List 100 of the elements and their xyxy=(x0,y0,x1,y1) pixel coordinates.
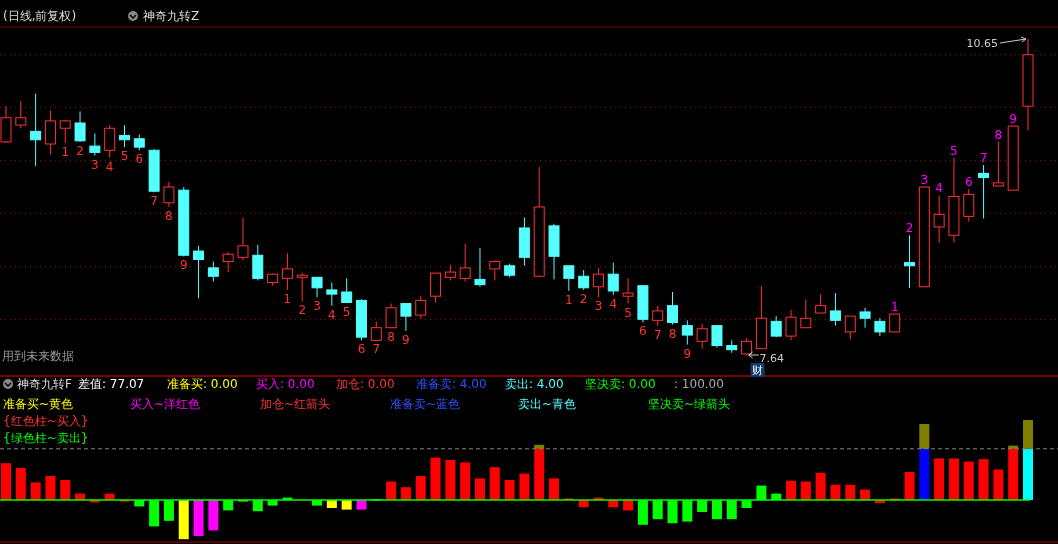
candlestick xyxy=(207,261,219,283)
candlestick xyxy=(400,303,412,332)
text: 8 xyxy=(165,208,173,223)
text: 5 xyxy=(120,149,129,164)
bar xyxy=(30,482,41,500)
candlestick xyxy=(311,276,323,298)
candlestick xyxy=(341,277,353,304)
text: 2 xyxy=(76,143,84,158)
annotation: 7.64 xyxy=(759,352,785,365)
text: 准备买~黄色 xyxy=(3,397,74,411)
annotation: {红色柱~买入} xyxy=(3,414,89,428)
bar xyxy=(445,460,456,500)
candlestick xyxy=(193,245,205,299)
annotation: 10.65 xyxy=(966,37,998,50)
bar xyxy=(919,448,930,500)
bar xyxy=(60,480,71,500)
text: 3 xyxy=(313,299,321,314)
text: 4 xyxy=(105,159,114,174)
text: 7 xyxy=(372,342,381,357)
bar xyxy=(934,458,945,500)
bar xyxy=(948,458,959,500)
text: 差值: 77.07 xyxy=(78,377,145,391)
bar xyxy=(815,472,826,500)
text: 2 xyxy=(298,303,307,318)
text: 买入: 0.00 xyxy=(256,377,315,391)
candlestick xyxy=(459,243,471,283)
chart-title: 神奇九转F xyxy=(17,377,72,391)
text: 7 xyxy=(150,194,158,209)
candlestick xyxy=(992,141,1004,187)
candlestick xyxy=(74,110,86,143)
candlestick xyxy=(163,181,175,208)
bar xyxy=(474,478,485,500)
text: 3 xyxy=(91,157,99,172)
bar xyxy=(786,480,797,500)
text: 4 xyxy=(609,297,618,312)
text: 9 xyxy=(683,346,692,361)
candlestick xyxy=(978,164,990,220)
candlestick xyxy=(681,319,693,345)
candlestick xyxy=(904,234,916,289)
text: 卖出~青色 xyxy=(518,397,577,411)
text: 3 xyxy=(920,173,929,188)
text: 9 xyxy=(402,332,410,347)
text: 准备卖: 4.00 xyxy=(416,377,487,391)
text: : 100.00 xyxy=(674,377,724,391)
annotation: {绿色柱~卖出} xyxy=(3,431,89,445)
candlestick xyxy=(800,298,812,329)
candlestick xyxy=(415,295,427,319)
bar xyxy=(1,463,11,500)
candlestick xyxy=(829,292,841,327)
text: 5 xyxy=(624,305,632,320)
bar xyxy=(430,457,441,500)
candlestick xyxy=(592,267,604,298)
candlestick xyxy=(104,124,116,159)
text: 9 xyxy=(179,258,188,273)
candlestick xyxy=(578,269,590,291)
candlestick xyxy=(815,293,827,314)
annotation: 用到未来数据 xyxy=(2,349,74,363)
candlestick xyxy=(785,309,797,341)
candlestick xyxy=(118,124,130,148)
bar xyxy=(800,481,811,500)
bar xyxy=(45,476,56,500)
bar xyxy=(193,500,204,536)
text: 7 xyxy=(653,327,662,342)
bar xyxy=(993,469,1004,500)
bar xyxy=(208,500,219,531)
bar xyxy=(341,500,352,510)
text: 加仓~红箭头 xyxy=(260,397,331,411)
text: 2 xyxy=(579,291,588,306)
bar xyxy=(1023,448,1033,500)
text: 6 xyxy=(639,324,647,339)
bar xyxy=(904,472,915,500)
text: 5 xyxy=(950,143,958,158)
bar xyxy=(178,500,189,540)
text: 6 xyxy=(357,342,366,357)
candlestick xyxy=(296,272,308,302)
candlestick xyxy=(667,291,679,326)
text: 8 xyxy=(994,127,1003,142)
bar xyxy=(489,467,500,500)
text: 1 xyxy=(890,300,899,315)
text: 9 xyxy=(1009,112,1018,127)
text: 1 xyxy=(283,291,292,306)
bar xyxy=(415,476,426,500)
text: 8 xyxy=(387,329,395,344)
text: 3 xyxy=(594,299,603,314)
bar xyxy=(845,484,856,500)
text: 1 xyxy=(61,144,70,159)
candlestick xyxy=(281,252,293,291)
candlestick xyxy=(963,188,975,223)
candlestick xyxy=(563,265,575,292)
text: 2 xyxy=(905,221,914,236)
candlestick xyxy=(933,194,945,244)
candlestick xyxy=(607,262,619,296)
bar xyxy=(460,462,471,500)
bar xyxy=(386,481,397,500)
candlestick xyxy=(474,247,486,288)
bar xyxy=(504,480,515,500)
candlestick xyxy=(252,244,264,281)
candlestick xyxy=(30,93,42,167)
candlestick xyxy=(696,323,708,350)
text: 1 xyxy=(565,292,573,307)
